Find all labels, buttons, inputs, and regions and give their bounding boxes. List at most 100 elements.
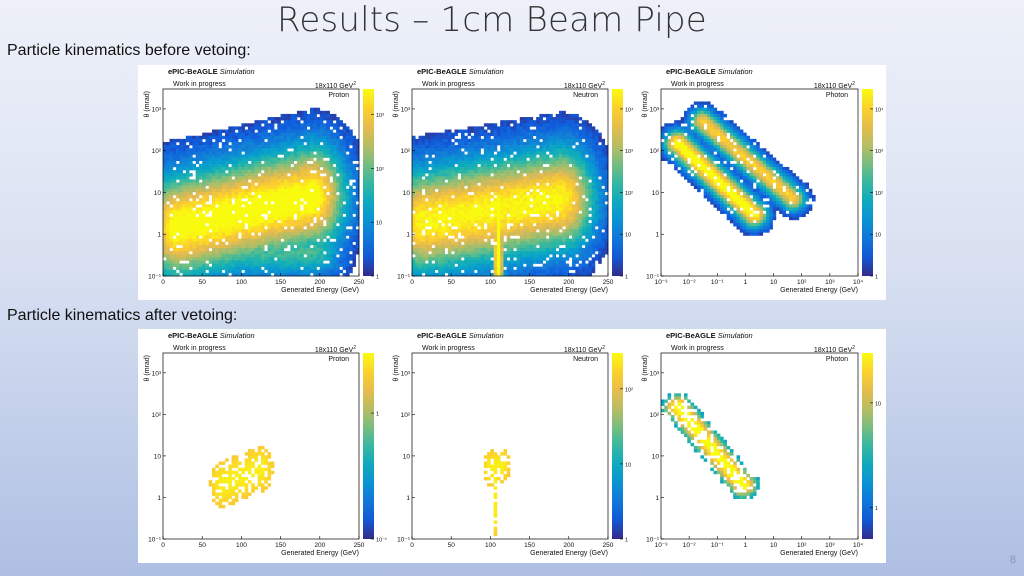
heatmap-cell — [490, 145, 494, 149]
heatmap-cell — [195, 207, 200, 211]
heatmap-cell — [568, 157, 573, 161]
heatmap-cell — [467, 185, 472, 190]
heatmap-cell — [182, 157, 187, 161]
heatmap-cell — [290, 154, 294, 158]
heatmap-cell — [336, 141, 340, 146]
heatmap-cell — [438, 138, 442, 143]
heatmap-cell — [339, 145, 343, 149]
heatmap-cell — [267, 176, 272, 180]
heatmap-cell — [326, 251, 330, 255]
heatmap-cell — [231, 170, 236, 174]
heatmap-cell — [425, 223, 429, 227]
heatmap-cell — [503, 257, 508, 261]
heatmap-cell — [319, 229, 324, 233]
heatmap-cell — [532, 201, 537, 205]
heatmap-cell — [313, 260, 317, 264]
heatmap-cell — [300, 113, 304, 118]
heatmap-cell — [418, 266, 423, 271]
heatmap-cell — [303, 148, 308, 152]
heatmap-cell — [231, 232, 236, 236]
heatmap-cell — [496, 269, 501, 274]
heatmap-cell — [532, 266, 537, 271]
heatmap-cell — [516, 266, 521, 271]
heatmap-cell — [549, 191, 553, 196]
heatmap-cell — [195, 247, 200, 252]
heatmap-cell — [208, 154, 213, 158]
heatmap-cell — [431, 182, 436, 186]
heatmap-cell — [218, 213, 223, 218]
heatmap-cell — [326, 163, 330, 168]
heatmap-cell — [306, 219, 311, 224]
heatmap-cell — [490, 232, 494, 236]
heatmap-cell — [287, 213, 291, 218]
heatmap-cell — [166, 185, 170, 190]
heatmap-cell — [552, 272, 557, 277]
heatmap-cell — [251, 160, 255, 165]
heatmap-cell — [415, 141, 419, 146]
heatmap-cell — [549, 148, 553, 152]
heatmap-cell — [542, 257, 547, 261]
heatmap-cell — [542, 229, 547, 233]
heatmap-cell — [477, 244, 481, 249]
heatmap-cell — [225, 141, 229, 146]
heatmap-cell — [310, 210, 314, 214]
heatmap-cell — [261, 173, 265, 177]
heatmap-cell — [526, 223, 530, 227]
heatmap-cell — [506, 120, 511, 124]
heatmap-cell — [454, 132, 459, 137]
heatmap-cell — [496, 251, 501, 255]
heatmap-cell — [342, 241, 347, 246]
heatmap-cell — [296, 154, 301, 158]
heatmap-cell — [241, 145, 245, 149]
heatmap-cell — [493, 198, 498, 202]
heatmap-cell — [277, 235, 281, 239]
heatmap-cell — [434, 232, 439, 236]
heatmap-cell — [316, 204, 321, 208]
heatmap-cell — [176, 260, 180, 264]
heatmap-cell — [198, 232, 203, 236]
heatmap-cell — [205, 198, 210, 202]
heatmap-cell — [425, 145, 429, 149]
heatmap-cell — [176, 194, 180, 199]
heatmap-cell — [257, 204, 262, 208]
heatmap-cell — [562, 185, 566, 190]
heatmap-cell — [539, 157, 543, 161]
heatmap-cell — [431, 263, 436, 267]
heatmap-cell — [536, 129, 540, 133]
heatmap-cell — [172, 182, 177, 186]
heatmap-cell — [176, 176, 180, 180]
heatmap-cell — [568, 241, 573, 246]
heatmap-cell — [323, 117, 327, 121]
heatmap-cell — [513, 263, 517, 267]
heatmap-cell — [218, 272, 223, 277]
heatmap-cell — [247, 247, 252, 252]
heatmap-cell — [257, 148, 262, 152]
heatmap-cell — [562, 166, 566, 171]
heatmap-cell — [542, 135, 547, 140]
heatmap-cell — [198, 251, 203, 255]
heatmap-cell — [296, 207, 301, 211]
heatmap-cell — [555, 235, 560, 239]
heatmap-cell — [277, 241, 281, 246]
heatmap-cell — [247, 166, 252, 171]
heatmap-cell — [421, 226, 426, 230]
heatmap-cell — [323, 241, 327, 246]
heatmap-cell — [529, 148, 534, 152]
heatmap-cell — [503, 219, 508, 224]
heatmap-cell — [545, 126, 550, 130]
heatmap-cell — [306, 198, 311, 202]
heatmap-cell — [493, 173, 498, 177]
heatmap-cell — [516, 141, 521, 146]
heatmap-cell — [326, 263, 330, 267]
heatmap-cell — [447, 135, 452, 140]
heatmap-cell — [444, 170, 449, 174]
heatmap-cell — [444, 244, 449, 249]
heatmap-cell — [270, 163, 275, 168]
heatmap-cell — [225, 266, 229, 271]
heatmap-cell — [470, 254, 475, 258]
heatmap-cell — [251, 123, 255, 127]
heatmap-cell — [568, 117, 573, 121]
heatmap-cell — [500, 235, 504, 239]
heatmap-cell — [303, 198, 308, 202]
heatmap-cell — [559, 241, 563, 246]
